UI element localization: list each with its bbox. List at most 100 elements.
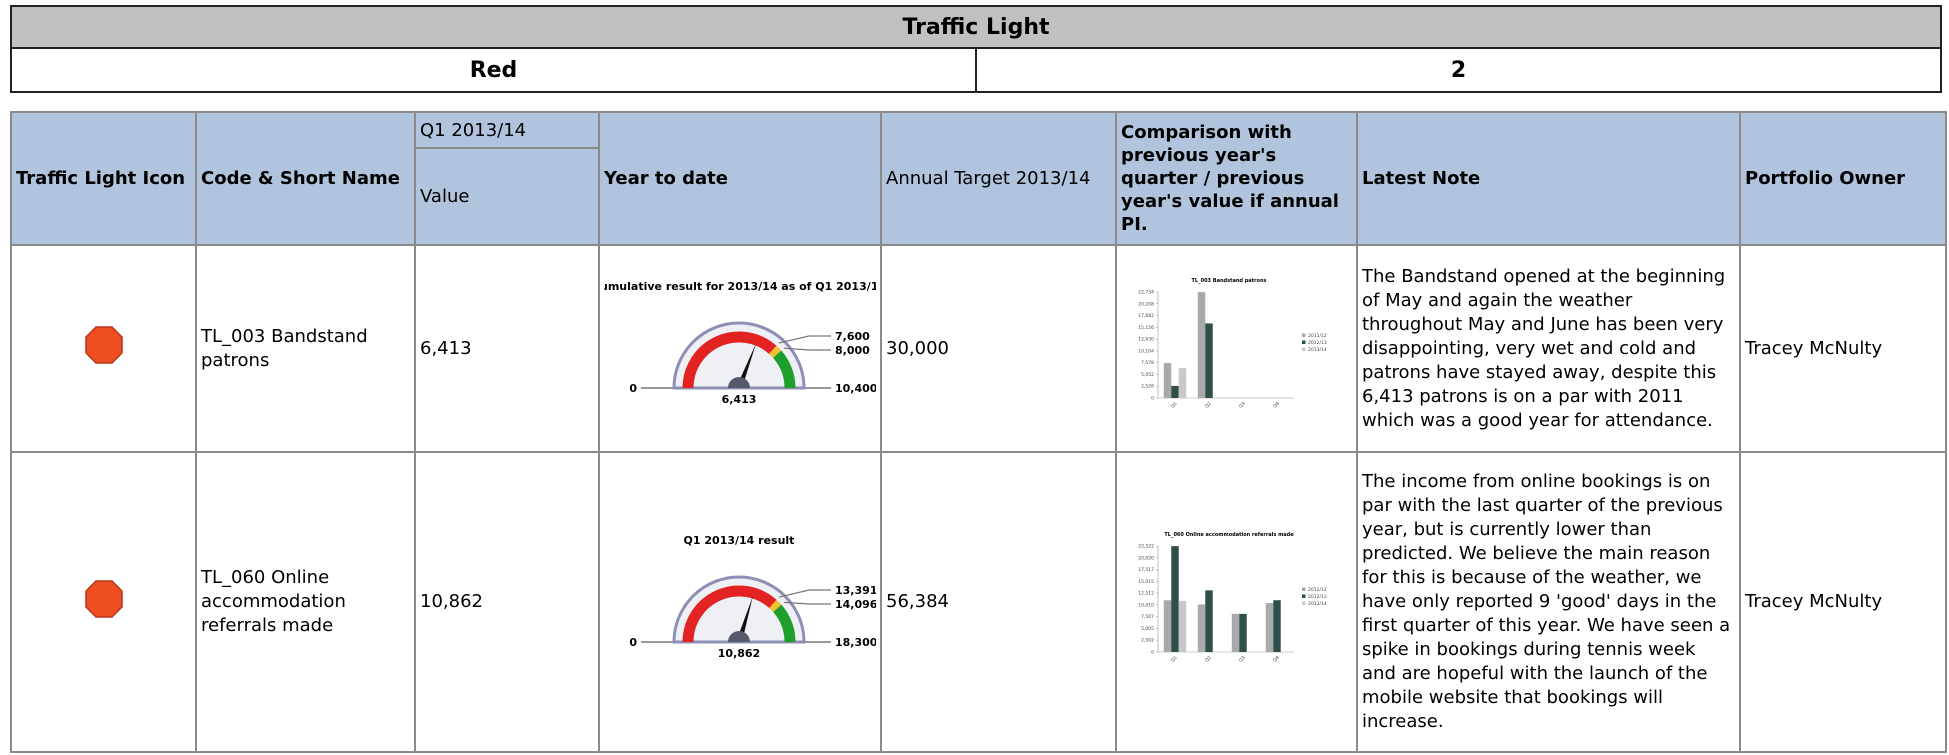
x-tick-label: Q3 xyxy=(1238,654,1247,663)
owner-cell: Tracey McNulty xyxy=(1740,452,1946,752)
header-comparison: Comparison with previous year's quarter … xyxy=(1116,112,1357,245)
gauge-cell: Cumulative result for 2013/14 as of Q1 2… xyxy=(599,245,881,452)
gauge-max-label: 18,300 xyxy=(835,636,876,649)
x-tick-label: Q1 xyxy=(1170,401,1179,410)
y-tick-label: 0 xyxy=(1151,649,1154,655)
comparison-chart: TL_003 Bandstand patrons02,5265,0527,578… xyxy=(1124,270,1349,420)
gauge-title: Q1 2013/14 result xyxy=(684,534,795,547)
gauge: Cumulative result for 2013/14 as of Q1 2… xyxy=(604,270,876,420)
y-tick-label: 22,734 xyxy=(1138,290,1154,296)
summary-status: Red xyxy=(11,48,976,92)
note-cell: The Bandstand opened at the beginning of… xyxy=(1357,245,1740,452)
table-body: TL_003 Bandstand patrons6,413Cumulative … xyxy=(11,245,1946,752)
bar xyxy=(1198,604,1205,652)
legend-swatch xyxy=(1302,594,1306,598)
owner-cell: Tracey McNulty xyxy=(1740,245,1946,452)
gauge-min-label: 0 xyxy=(629,382,637,395)
legend-label: 2012/13 xyxy=(1308,340,1327,346)
y-tick-label: 22,522 xyxy=(1138,543,1154,549)
comparison-cell: TL_060 Online accommodation referrals ma… xyxy=(1116,452,1357,752)
y-tick-label: 7,578 xyxy=(1141,360,1154,366)
bar xyxy=(1164,600,1171,652)
y-tick-label: 5,052 xyxy=(1141,372,1154,378)
x-tick-label: Q1 xyxy=(1170,654,1179,663)
legend-swatch xyxy=(1302,348,1306,352)
header-note: Latest Note xyxy=(1357,112,1740,245)
bar xyxy=(1171,386,1178,398)
y-tick-label: 10,010 xyxy=(1138,602,1154,608)
x-tick-label: Q4 xyxy=(1272,654,1281,663)
x-tick-label: Q4 xyxy=(1272,401,1281,410)
value-cell: 6,413 xyxy=(415,245,599,452)
summary-title: Traffic Light xyxy=(11,6,1941,48)
bar xyxy=(1171,546,1178,652)
header-ytd: Year to date xyxy=(599,112,881,245)
bar xyxy=(1179,368,1186,398)
gauge-value-label: 6,413 xyxy=(722,393,757,406)
traffic-light-icon xyxy=(84,579,124,619)
y-tick-label: 0 xyxy=(1151,396,1154,402)
x-tick-label: Q3 xyxy=(1238,401,1247,410)
comparison-chart: TL_060 Online accommodation referrals ma… xyxy=(1124,524,1349,674)
header-period: Q1 2013/14 xyxy=(415,112,599,148)
gauge-min-label: 0 xyxy=(629,636,637,649)
y-tick-label: 10,104 xyxy=(1138,348,1154,354)
y-tick-label: 15,156 xyxy=(1138,325,1154,331)
traffic-light-icon xyxy=(84,325,124,365)
legend-label: 2011/12 xyxy=(1308,333,1327,339)
y-tick-label: 17,682 xyxy=(1138,313,1154,319)
header-target: Annual Target 2013/14 xyxy=(881,112,1116,245)
bar xyxy=(1273,600,1280,652)
y-tick-label: 12,630 xyxy=(1138,337,1154,343)
gauge-threshold-label: 14,096 xyxy=(835,598,876,611)
bar xyxy=(1205,590,1212,652)
icon-cell xyxy=(11,245,196,452)
y-tick-label: 17,517 xyxy=(1138,567,1154,573)
y-tick-label: 2,526 xyxy=(1141,384,1154,390)
y-tick-label: 7,507 xyxy=(1141,614,1154,620)
legend-label: 2013/14 xyxy=(1308,601,1327,607)
bar xyxy=(1232,613,1239,651)
legend-label: 2011/12 xyxy=(1308,587,1327,593)
x-tick-label: Q2 xyxy=(1204,654,1213,663)
bar xyxy=(1239,613,1246,651)
y-tick-label: 20,020 xyxy=(1138,555,1154,561)
code-cell: TL_060 Online accommodation referrals ma… xyxy=(196,452,415,752)
octagon xyxy=(86,327,122,363)
y-tick-label: 12,512 xyxy=(1138,590,1154,596)
x-tick-label: Q2 xyxy=(1204,401,1213,410)
y-tick-label: 20,208 xyxy=(1138,301,1154,307)
header-value: Value xyxy=(415,148,599,245)
header-owner: Portfolio Owner xyxy=(1740,112,1946,245)
legend-label: 2012/13 xyxy=(1308,594,1327,600)
legend-swatch xyxy=(1302,334,1306,338)
octagon xyxy=(86,581,122,617)
icon-cell xyxy=(11,452,196,752)
page: {"summary":{"title":"Traffic Light","sta… xyxy=(0,0,1949,755)
gauge-title: Cumulative result for 2013/14 as of Q1 2… xyxy=(604,280,876,293)
gauge-zone xyxy=(773,350,777,354)
gauge-threshold-label: 13,391.2 xyxy=(835,584,876,597)
bar xyxy=(1164,363,1171,398)
value-cell: 10,862 xyxy=(415,452,599,752)
bar xyxy=(1198,292,1205,398)
gauge-cell: Q1 2013/14 result 0 18,300 13,391.214,096 10… xyxy=(599,452,881,752)
table-row: TL_060 Online accommodation referrals ma… xyxy=(11,452,1946,752)
header-code: Code & Short Name xyxy=(196,112,415,245)
header-icon: Traffic Light Icon xyxy=(11,112,196,245)
note-cell: The income from online bookings is on pa… xyxy=(1357,452,1740,752)
gauge-zone xyxy=(773,603,777,607)
target-cell: 56,384 xyxy=(881,452,1116,752)
y-tick-label: 2,502 xyxy=(1141,637,1154,643)
bar xyxy=(1179,600,1186,651)
kpi-table: Traffic Light Icon Code & Short Name Q1 … xyxy=(10,111,1947,753)
gauge-value-label: 10,862 xyxy=(718,647,760,660)
legend-swatch xyxy=(1302,587,1306,591)
y-tick-label: 5,005 xyxy=(1141,625,1154,631)
code-cell: TL_003 Bandstand patrons xyxy=(196,245,415,452)
gauge-threshold-label: 7,600 xyxy=(835,330,870,343)
target-cell: 30,000 xyxy=(881,245,1116,452)
